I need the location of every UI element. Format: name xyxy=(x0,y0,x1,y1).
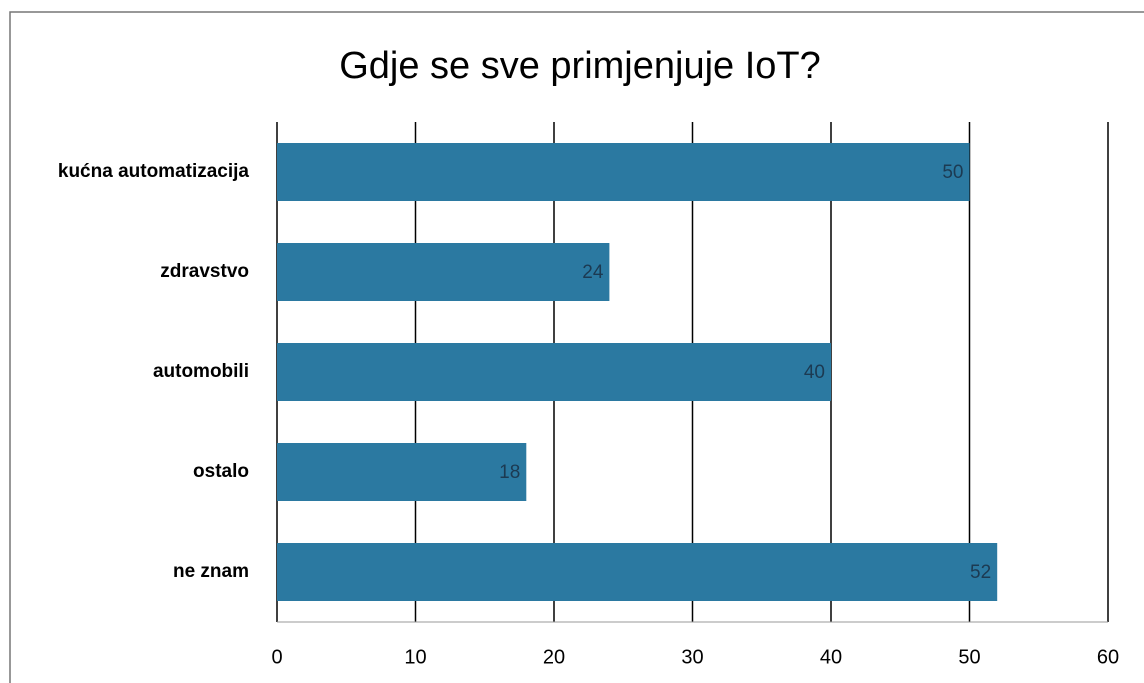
frame xyxy=(9,11,1144,683)
y-tick-label: ostalo xyxy=(193,461,249,482)
bar xyxy=(277,343,831,401)
value-label: 52 xyxy=(970,562,991,583)
x-tick-label: 10 xyxy=(404,646,426,668)
x-tick-label: 20 xyxy=(543,646,565,668)
y-tick-label: ne znam xyxy=(173,561,249,582)
value-label: 50 xyxy=(942,162,963,183)
chart-title: Gdje se sve primjenjuje IoT? xyxy=(339,45,821,87)
y-tick-label: zdravstvo xyxy=(160,261,249,282)
x-tick-label: 50 xyxy=(958,646,980,668)
x-tick-label: 40 xyxy=(820,646,842,668)
x-tick-label: 60 xyxy=(1097,646,1119,668)
bar xyxy=(277,543,998,601)
y-tick-label: automobili xyxy=(153,361,249,382)
value-label: 40 xyxy=(804,362,825,383)
value-label: 24 xyxy=(582,262,604,283)
bar xyxy=(277,143,970,201)
x-tick-label: 30 xyxy=(681,646,703,668)
bar xyxy=(277,443,527,501)
value-label: 18 xyxy=(499,462,520,483)
y-tick-label: kućna automatizacija xyxy=(58,161,250,182)
bar xyxy=(277,243,610,301)
x-tick-label: 0 xyxy=(271,646,282,668)
